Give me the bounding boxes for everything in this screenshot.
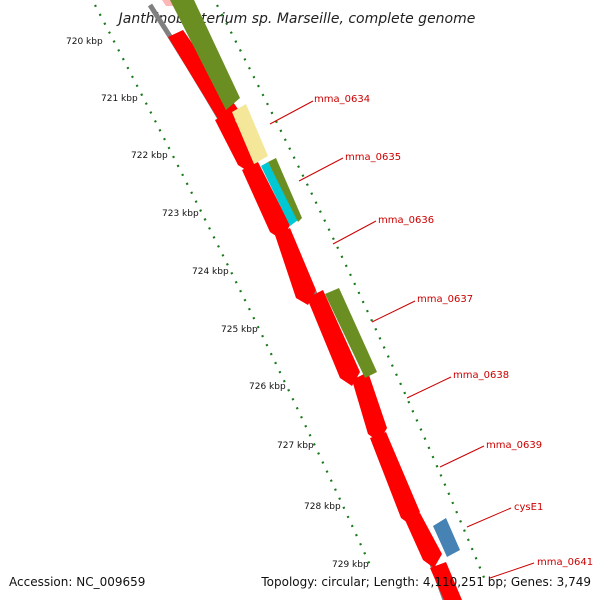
tick-arc-inner [94,4,372,566]
tick-label: 720 kbp [66,37,103,47]
leader-line [406,376,452,399]
leader-line [371,300,416,323]
tick-label: 726 kbp [249,382,286,392]
cds-feature [275,228,316,305]
tick-label: 721 kbp [101,94,138,104]
gene-feature-yellow [232,104,268,164]
gene-feature-olive [170,0,240,110]
cds-feature [430,562,462,600]
gene-feature-olive [325,288,377,378]
leader-line [439,445,485,468]
leader-line [332,220,377,245]
leader-line [466,507,512,528]
leader-line [269,100,314,125]
accession-text: Accession: NC_009659 [9,575,145,589]
cds-feature [307,290,360,386]
gene-feature-blue [433,518,460,557]
leader-line [489,562,535,579]
tick-label: 722 kbp [131,151,168,161]
tick-label: 728 kbp [304,502,341,512]
cds-feature [215,112,258,172]
gene-label: mma_0636 [378,215,434,226]
tick-label: 729 kbp [332,560,369,570]
gene-label: cysE1 [514,502,543,513]
tick-label: 724 kbp [192,267,229,277]
leader-line [298,157,344,182]
gene-label: mma_0635 [345,152,401,163]
gene-label: mma_0641 [537,557,593,568]
cds-feature [405,513,442,568]
gene-label: mma_0637 [417,294,473,305]
cds-feature [352,372,387,442]
cds-feature [370,432,420,526]
gene-label: mma_0639 [486,440,542,451]
tick-label: 725 kbp [221,325,258,335]
tick-arc-outer [216,4,487,581]
map-title: Janthinobacterium sp. Marseille, complet… [116,11,476,27]
gene-label: mma_0638 [453,370,509,381]
gene-label: mma_0634 [314,94,370,105]
tick-label: 727 kbp [277,441,314,451]
tick-label: 723 kbp [162,209,199,219]
summary-text: Topology: circular; Length: 4,110,251 bp… [260,575,591,589]
cds-feature [242,162,290,240]
gene-feature-olive [268,158,302,222]
gene-feature-cyan [261,162,298,226]
